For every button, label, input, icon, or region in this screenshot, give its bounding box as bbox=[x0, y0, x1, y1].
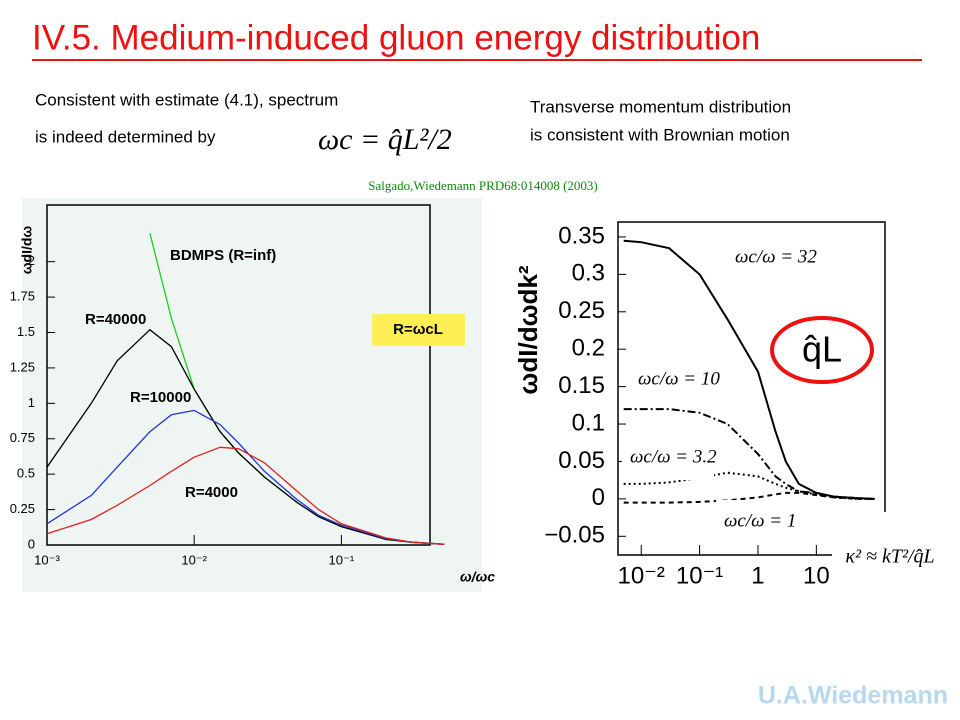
series-line bbox=[623, 491, 875, 504]
x-tick-label: 10⁻¹ bbox=[676, 562, 723, 589]
x-tick-label: 10⁻³ bbox=[34, 552, 60, 567]
citation: Salgado,Wiedemann PRD68:014008 (2003) bbox=[368, 178, 597, 193]
y-tick-label: 0.5 bbox=[17, 466, 35, 481]
series-label-box bbox=[630, 358, 722, 402]
left-panel bbox=[22, 198, 482, 592]
formula: κ² ≈ kT²/q̂L bbox=[845, 546, 934, 568]
annotation: R=ωcL bbox=[393, 321, 443, 338]
series-line bbox=[46, 446, 445, 545]
y-tick-label: 0.25 bbox=[10, 501, 35, 516]
right-text: Transverse momentum distribution bbox=[530, 97, 791, 116]
series-label: ωc/ω = 32 bbox=[735, 246, 817, 267]
y-tick-label: 1.75 bbox=[10, 289, 35, 304]
x-tick-label: 10⁻² bbox=[618, 562, 665, 589]
y-tick-label: 1.5 bbox=[17, 324, 35, 339]
y-tick-label: 0.05 bbox=[558, 447, 605, 474]
series-label: ωc/ω = 1 bbox=[724, 510, 796, 531]
y-tick-label: 0.25 bbox=[558, 297, 605, 324]
right-text: is consistent with Brownian motion bbox=[530, 125, 790, 144]
y-tick-label: −0.05 bbox=[544, 522, 605, 549]
annotation-circle bbox=[770, 316, 874, 384]
series-label-box bbox=[622, 436, 714, 480]
x-tick-label: 10 bbox=[803, 562, 830, 589]
series-line bbox=[46, 328, 445, 545]
series-label: ωc/ω = 3.2 bbox=[630, 446, 717, 467]
series-label-box bbox=[716, 500, 808, 544]
series-line bbox=[46, 409, 445, 545]
footer: U.A.Wiedemann bbox=[758, 682, 948, 710]
formula: ωc = q̂L²/2 bbox=[318, 123, 452, 156]
series-line bbox=[623, 471, 875, 500]
y-tick-label: 0.75 bbox=[10, 430, 35, 445]
y-axis-label: ωdI/dωdk² bbox=[513, 265, 543, 394]
y-tick-label: 0 bbox=[28, 536, 35, 551]
y-tick-label: 0.15 bbox=[558, 372, 605, 399]
y-tick-label: 0.1 bbox=[572, 409, 605, 436]
series-label-box bbox=[727, 236, 819, 280]
series-label: BDMPS (R=inf) bbox=[170, 247, 276, 264]
x-tick-label: 10⁻¹ bbox=[329, 552, 355, 567]
formula-box bbox=[832, 512, 950, 602]
left-text: Consistent with estimate (4.1), spectrum bbox=[35, 90, 338, 109]
slide-title: IV.5. Medium-induced gluon energy distri… bbox=[32, 18, 760, 57]
series-label: R=4000 bbox=[185, 484, 238, 501]
annotation: q̂L bbox=[802, 329, 842, 370]
series-label: ωc/ω = 10 bbox=[638, 368, 720, 389]
series-label: R=40000 bbox=[85, 311, 146, 328]
y-tick-label: 1 bbox=[28, 395, 35, 410]
y-tick-label: 1.25 bbox=[10, 359, 35, 374]
series-label: R=10000 bbox=[130, 389, 191, 406]
annotation-box bbox=[372, 314, 465, 346]
plot-frame bbox=[617, 221, 886, 556]
y-tick-label: 0.35 bbox=[558, 222, 605, 249]
y-axis-label: ωdI/dω bbox=[19, 226, 35, 275]
y-tick-label: 2 bbox=[28, 253, 35, 268]
y-tick-label: 0.3 bbox=[572, 260, 605, 287]
x-axis-label: ω/ωc bbox=[460, 569, 495, 585]
x-tick-label: 1 bbox=[751, 562, 764, 589]
y-tick-label: 0 bbox=[592, 484, 605, 511]
x-tick-label: 10⁻² bbox=[181, 552, 207, 567]
plot-frame bbox=[46, 204, 431, 546]
y-tick-label: 0.2 bbox=[572, 335, 605, 362]
left-text: is indeed determined by bbox=[35, 127, 216, 146]
